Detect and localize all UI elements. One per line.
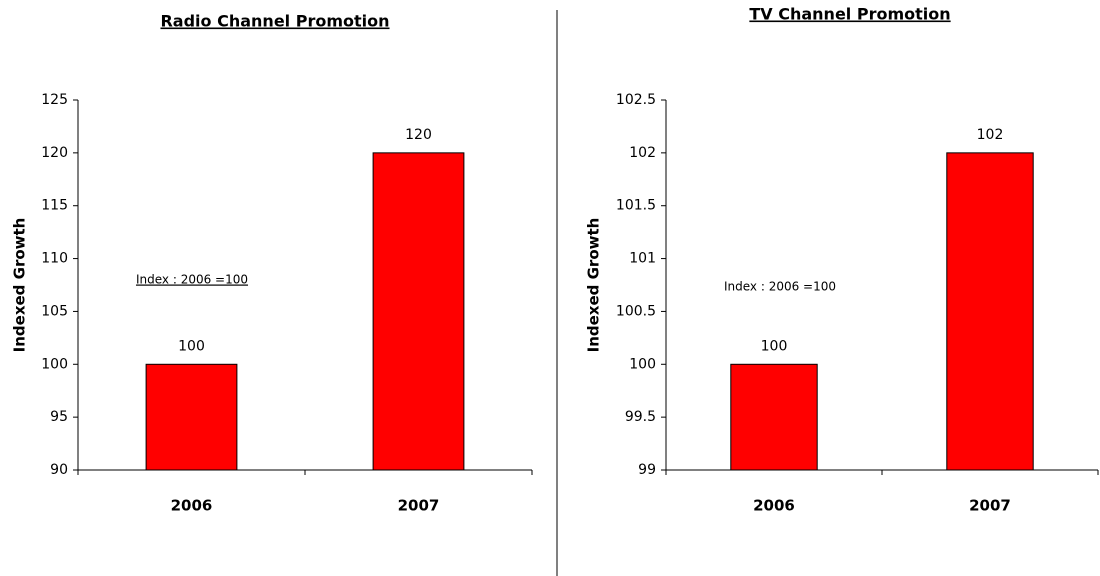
bar bbox=[372, 152, 465, 471]
y-tick-label: 99.5 bbox=[625, 409, 656, 425]
y-tick-label: 99 bbox=[638, 462, 656, 478]
y-tick-label: 115 bbox=[41, 198, 68, 214]
data-label: 100 bbox=[761, 338, 788, 354]
y-tick-label: 90 bbox=[50, 462, 68, 478]
bar bbox=[145, 363, 238, 471]
y-tick-label: 100.5 bbox=[616, 303, 656, 319]
data-label: 102 bbox=[977, 127, 1004, 143]
x-tick-label: 2007 bbox=[969, 497, 1011, 515]
y-axis-label: Indexed Growth bbox=[11, 218, 29, 353]
y-tick-label: 95 bbox=[50, 409, 68, 425]
y-tick-label: 102.5 bbox=[616, 92, 656, 108]
bar bbox=[730, 363, 818, 471]
y-tick-label: 120 bbox=[41, 145, 68, 161]
chart-title: TV Channel Promotion bbox=[749, 5, 950, 24]
y-axis-label: Indexed Growth bbox=[585, 218, 603, 353]
data-label: 120 bbox=[405, 127, 432, 143]
data-label: 100 bbox=[178, 338, 205, 354]
annotation: Index : 2006 =100 bbox=[136, 273, 248, 287]
y-tick-label: 125 bbox=[41, 92, 68, 108]
chart-title: Radio Channel Promotion bbox=[160, 12, 389, 31]
x-tick-label: 2006 bbox=[753, 497, 795, 515]
y-tick-label: 100 bbox=[41, 356, 68, 372]
y-tick-label: 110 bbox=[41, 251, 68, 267]
x-tick-label: 2006 bbox=[171, 497, 213, 515]
y-tick-label: 102 bbox=[629, 145, 656, 161]
y-tick-label: 105 bbox=[41, 303, 68, 319]
y-tick-label: 101.5 bbox=[616, 198, 656, 214]
y-tick-label: 101 bbox=[629, 251, 656, 267]
bar bbox=[946, 152, 1034, 471]
y-tick-label: 100 bbox=[629, 356, 656, 372]
x-tick-label: 2007 bbox=[398, 497, 440, 515]
annotation: Index : 2006 =100 bbox=[724, 280, 836, 294]
